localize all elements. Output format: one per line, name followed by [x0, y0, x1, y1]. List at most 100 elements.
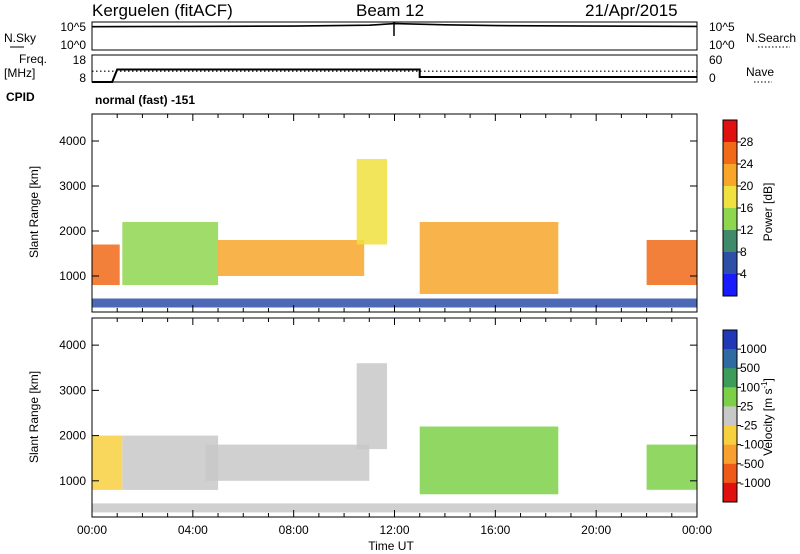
colorbar-segment — [723, 425, 737, 446]
x-tick-label: 00:00 — [77, 523, 107, 537]
cpid-value: normal (fast) -151 — [95, 93, 195, 107]
freq-left-tick-top: 18 — [73, 53, 87, 67]
colorbar-tick-label: -500 — [740, 457, 764, 471]
data-region-5 — [646, 240, 697, 285]
colorbar-segment — [723, 164, 737, 187]
data-region-2 — [205, 444, 370, 481]
velocity-colorbar-label-sup: -1 — [760, 381, 769, 389]
date-title: 21/Apr/2015 — [585, 1, 678, 20]
y-tick-label: 2000 — [59, 429, 86, 443]
cpid-label: CPID — [6, 90, 35, 104]
colorbar-tick-label: -25 — [740, 419, 758, 433]
noise-panel: N.Sky 10^5 10^0 10^5 10^0 N.Search — [4, 20, 796, 52]
velocity-colorbar-label-end: ] — [761, 378, 775, 381]
nave-right-label: Nave — [746, 65, 774, 79]
colorbar-segment — [723, 142, 737, 165]
freq-left-label-2: [MHz] — [4, 66, 35, 80]
data-region-5 — [646, 444, 697, 490]
noise-right-tick-bottom: 10^0 — [709, 38, 735, 52]
power-ylabel: Slant Range [km] — [27, 166, 41, 258]
power-colorbar: 28 24 20 16 12 8 4 — [722, 119, 754, 297]
x-tick-label: 12:00 — [379, 523, 409, 537]
x-tick-label: 08:00 — [279, 523, 309, 537]
colorbar-tick-label: 8 — [740, 245, 747, 259]
y-tick-label: 4000 — [59, 134, 86, 148]
x-tick-label: 04:00 — [178, 523, 208, 537]
data-region-3 — [356, 159, 387, 245]
colorbar-tick-label: 16 — [740, 201, 754, 215]
noise-right-tick-top: 10^5 — [709, 20, 735, 34]
colorbar-tick-label: 1000 — [740, 342, 767, 356]
velocity-colorbar-label: Velocity [m s-1] — [760, 378, 775, 456]
colorbar-segment — [723, 230, 737, 253]
data-region-2 — [218, 240, 365, 276]
colorbar-tick-label: 25 — [740, 399, 754, 413]
freq-panel: Freq. [MHz] 18 8 60 0 Nave — [4, 52, 774, 85]
colorbar-segment — [723, 406, 737, 426]
colorbar-segment — [723, 252, 737, 275]
colorbar-segment — [723, 208, 737, 231]
y-tick-label: 3000 — [59, 179, 86, 193]
colorbar-tick-label: 24 — [740, 157, 754, 171]
freq-right-tick-bottom: 0 — [709, 71, 716, 85]
freq-left-label-1: Freq. — [19, 52, 47, 66]
colorbar-tick-label: -100 — [740, 438, 764, 452]
colorbar-frame — [722, 329, 738, 503]
colorbar-segment — [723, 387, 737, 407]
data-region-6 — [92, 503, 697, 513]
colorbar-tick-label: 4 — [740, 267, 747, 281]
x-axis-label: Time UT — [368, 539, 414, 553]
power-y-ticks: 4000 3000 2000 1000 — [59, 134, 697, 283]
freq-right-tick-top: 60 — [709, 53, 723, 67]
station-title: Kerguelen (fitACF) — [92, 1, 233, 20]
power-x-ticks — [91, 114, 698, 312]
x-tick-label: 00:00 — [682, 523, 712, 537]
velocity-data-cells — [92, 363, 697, 513]
colorbar-segment — [723, 368, 737, 388]
colorbar-tick-label: 20 — [740, 179, 754, 193]
power-data-cells — [92, 159, 697, 308]
colorbar-segment — [723, 444, 737, 465]
freq-left-tick-bottom: 8 — [79, 71, 86, 85]
colorbar-segment — [723, 349, 737, 369]
colorbar-tick-label: 500 — [740, 361, 760, 375]
velocity-ylabel: Slant Range [km] — [27, 371, 41, 463]
velocity-x-ticks — [91, 318, 698, 517]
x-tick-label: 16:00 — [480, 523, 510, 537]
data-region-0 — [92, 244, 120, 285]
x-tick-label: 20:00 — [581, 523, 611, 537]
velocity-y-ticks: 4000 3000 2000 1000 — [59, 338, 697, 488]
y-tick-label: 3000 — [59, 383, 86, 397]
y-tick-label: 1000 — [59, 269, 86, 283]
colorbar-tick-label: 100 — [740, 380, 760, 394]
colorbar-tick-label: 12 — [740, 223, 754, 237]
x-tick-labels: 00:00 04:00 08:00 12:00 16:00 20:00 00:00 — [77, 523, 712, 537]
velocity-colorbar: 1000 500 100 25 -25 -100 -500 -1000 — [722, 329, 771, 503]
data-region-1 — [122, 222, 219, 285]
data-region-1 — [122, 435, 219, 490]
colorbar-tick-label: -1000 — [740, 476, 771, 490]
velocity-panel: 4000 3000 2000 1000 Slant Range [km] 1000 50… — [27, 317, 775, 518]
colorbar-segment — [723, 330, 737, 350]
colorbar-segment — [723, 274, 737, 297]
noise-left-tick-top: 10^5 — [60, 20, 86, 34]
colorbar-segment — [723, 120, 737, 143]
colorbar-segment — [723, 463, 737, 484]
freq-line — [92, 68, 697, 83]
velocity-colorbar-label-text: Velocity [m s — [761, 389, 775, 456]
colorbar-segment — [723, 482, 737, 503]
noise-left-label: N.Sky — [4, 31, 36, 45]
beam-title: Beam 12 — [356, 1, 424, 20]
data-region-4 — [419, 426, 559, 495]
data-region-6 — [92, 298, 697, 308]
noise-left-tick-bottom: 10^0 — [60, 38, 86, 52]
y-tick-label: 1000 — [59, 474, 86, 488]
colorbar-tick-label: 28 — [740, 135, 754, 149]
noise-right-label: N.Search — [746, 31, 796, 45]
freq-panel-frame — [91, 54, 698, 83]
data-region-0 — [92, 435, 123, 490]
colorbar-segment — [723, 186, 737, 209]
data-region-4 — [419, 222, 559, 294]
y-tick-label: 4000 — [59, 338, 86, 352]
